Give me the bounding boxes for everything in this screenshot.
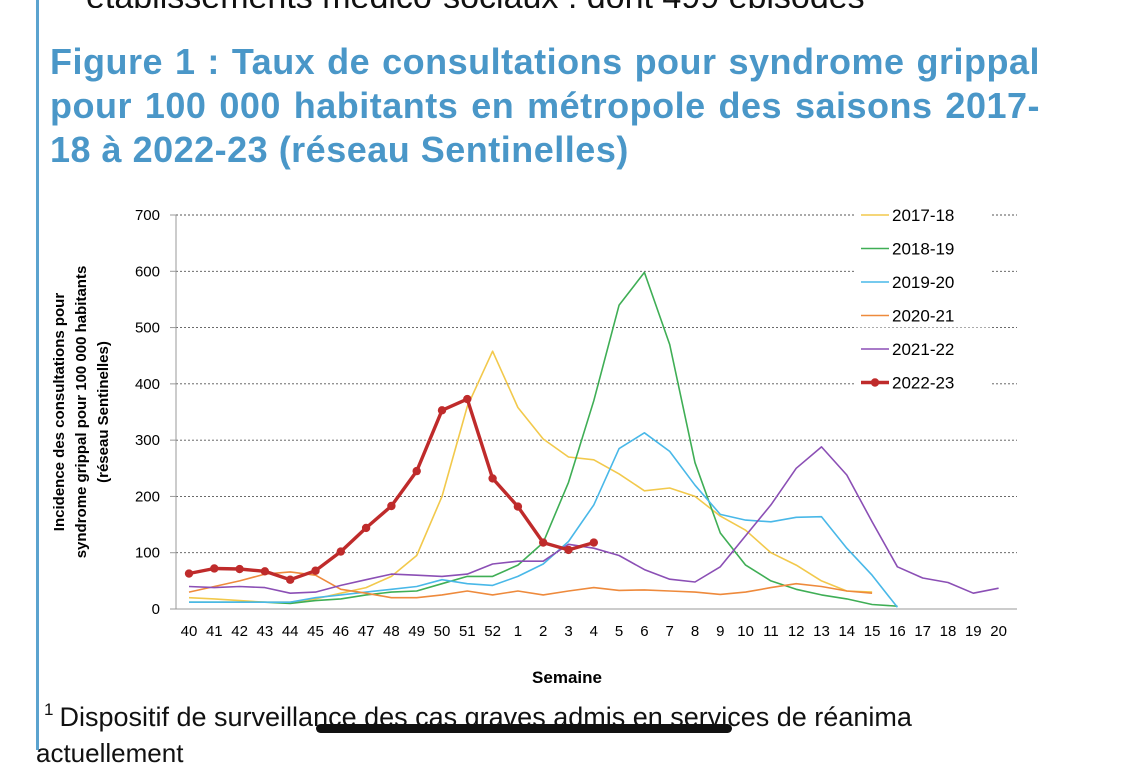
y-axis-label-line: syndrome grippal pour 100 000 habitants bbox=[73, 266, 90, 559]
y-tick-label: 200 bbox=[135, 488, 160, 505]
series-line-2021-22 bbox=[188, 446, 999, 595]
redaction-scribble bbox=[316, 724, 732, 733]
x-tick-label: 10 bbox=[737, 623, 754, 640]
legend-label: 2017-18 bbox=[892, 206, 954, 225]
cut-off-text-line: établissements médico-sociaux ; dont 499… bbox=[86, 0, 1126, 8]
x-tick-label: 9 bbox=[716, 623, 724, 640]
data-point-2022-23 bbox=[184, 569, 194, 578]
x-tick-label: 17 bbox=[914, 623, 931, 640]
x-axis-label: Semaine bbox=[532, 668, 602, 687]
data-point-2022-23 bbox=[463, 394, 472, 404]
x-tick-label: 16 bbox=[889, 623, 906, 640]
x-tick-label: 52 bbox=[484, 623, 501, 640]
series-lines bbox=[184, 271, 999, 608]
data-point-2022-23 bbox=[387, 501, 396, 511]
data-point-2022-23 bbox=[260, 567, 270, 576]
data-point-2022-23 bbox=[412, 466, 421, 476]
x-tick-label: 5 bbox=[615, 623, 623, 640]
legend: 2017-18 2018-19 2019-20 2020-21 2021-22 2022-… bbox=[856, 203, 992, 395]
y-tick-label: 100 bbox=[135, 545, 160, 562]
figure-title: Figure 1 : Taux de consultations pour sy… bbox=[50, 41, 1040, 170]
y-tick-label: 0 bbox=[152, 601, 160, 618]
legend-label: 2022-23 bbox=[892, 374, 954, 393]
axes bbox=[175, 215, 1017, 610]
x-tick-label: 14 bbox=[838, 623, 855, 640]
footnote-marker: 1 bbox=[44, 700, 54, 719]
x-tick-label: 40 bbox=[181, 623, 198, 640]
x-tick-label: 18 bbox=[940, 623, 957, 640]
data-point-2022-23 bbox=[336, 547, 345, 556]
y-tick-labels: 0 100 200 300 400 500 600 700 bbox=[135, 207, 160, 618]
x-tick-label: 6 bbox=[640, 623, 648, 640]
cut-off-footnote-line: actuellement bbox=[36, 738, 184, 768]
data-point-2022-23 bbox=[311, 566, 320, 575]
data-point-2022-23 bbox=[361, 523, 371, 533]
x-tick-label: 11 bbox=[763, 623, 779, 640]
x-tick-label: 44 bbox=[282, 623, 299, 640]
y-tick-label: 600 bbox=[135, 263, 160, 280]
x-tick-label: 15 bbox=[864, 623, 881, 640]
legend-label: 2021-22 bbox=[892, 340, 954, 359]
data-point-2022-23 bbox=[488, 474, 497, 483]
series-line-2019-20 bbox=[189, 432, 899, 608]
x-tick-label: 48 bbox=[383, 623, 400, 640]
x-tick-label: 7 bbox=[666, 623, 674, 640]
legend-label: 2020-21 bbox=[892, 307, 954, 326]
left-margin-rule bbox=[36, 0, 39, 750]
x-tick-label: 12 bbox=[788, 623, 805, 640]
data-point-2022-23 bbox=[235, 564, 244, 574]
gridlines bbox=[170, 214, 1017, 610]
x-tick-label: 20 bbox=[990, 623, 1007, 640]
series-line-2017-18 bbox=[188, 350, 873, 604]
data-point-2022-23 bbox=[286, 575, 295, 584]
x-tick-label: 43 bbox=[257, 623, 274, 640]
data-point-2022-23 bbox=[589, 538, 598, 547]
x-tick-label: 49 bbox=[408, 623, 425, 640]
legend-label: 2018-19 bbox=[892, 240, 954, 259]
x-tick-label: 13 bbox=[813, 623, 830, 640]
x-tick-label: 19 bbox=[965, 623, 982, 640]
x-tick-label: 41 bbox=[206, 623, 223, 640]
y-tick-label: 500 bbox=[135, 320, 160, 337]
y-tick-label: 400 bbox=[135, 376, 160, 393]
x-tick-label: 1 bbox=[514, 623, 522, 640]
x-tick-label: 51 bbox=[459, 623, 476, 640]
y-tick-label: 700 bbox=[135, 207, 160, 224]
y-tick-label: 300 bbox=[135, 432, 160, 449]
data-point-2022-23 bbox=[437, 406, 447, 415]
x-tick-label: 46 bbox=[332, 623, 349, 640]
data-point-2022-23 bbox=[210, 564, 219, 573]
x-tick-label: 50 bbox=[434, 623, 451, 640]
x-tick-label: 8 bbox=[691, 623, 699, 640]
data-point-2022-23 bbox=[513, 502, 523, 511]
y-axis-label: Incidence des consultations pour syndrome… bbox=[51, 266, 112, 559]
data-point-2022-23 bbox=[564, 545, 573, 555]
x-tick-label: 2 bbox=[539, 623, 547, 640]
x-tick-label: 47 bbox=[358, 623, 375, 640]
x-tick-label: 45 bbox=[307, 623, 324, 640]
y-axis-label-line: (réseau Sentinelles) bbox=[95, 341, 112, 483]
x-tick-label: 42 bbox=[231, 623, 248, 640]
y-axis-label-line: Incidence des consultations pour bbox=[51, 293, 68, 532]
legend-marker bbox=[870, 378, 880, 387]
legend-label: 2019-20 bbox=[892, 273, 954, 292]
x-tick-labels: 40 41 42 43 44 45 46 47 48 49 50 51 52 1 2 3 4 5 6 7 8 9 10 11 1… bbox=[181, 623, 1007, 640]
data-point-2022-23 bbox=[539, 538, 548, 547]
x-tick-label: 4 bbox=[590, 623, 598, 640]
x-tick-label: 3 bbox=[564, 623, 572, 640]
